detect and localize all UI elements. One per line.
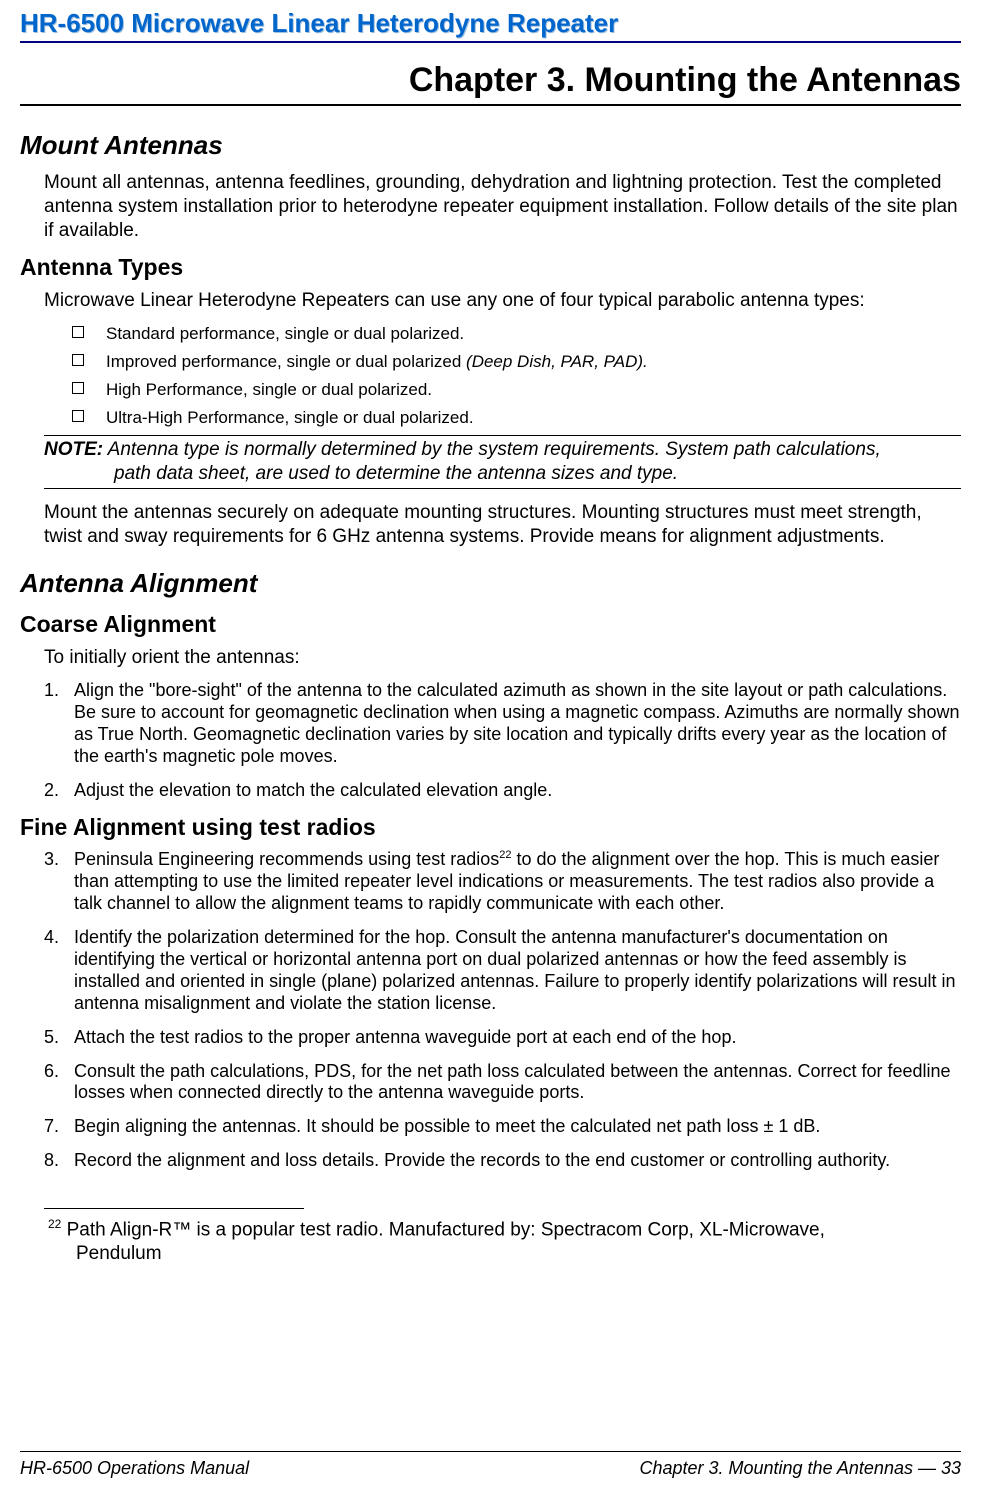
page-footer: HR-6500 Operations Manual Chapter 3. Mou…: [20, 1451, 961, 1479]
mount-para: Mount all antennas, antenna feedlines, g…: [44, 171, 961, 242]
num-text: Begin aligning the antennas. It should b…: [74, 1116, 820, 1138]
types-para: Microwave Linear Heterodyne Repeaters ca…: [44, 289, 961, 313]
numbered-item: 7. Begin aligning the antennas. It shoul…: [44, 1116, 961, 1138]
checkbox-icon: [72, 382, 84, 394]
num-label: 4.: [44, 927, 74, 1015]
num-label: 3.: [44, 849, 74, 915]
num-text: Record the alignment and loss details. P…: [74, 1150, 890, 1172]
note-line2: path data sheet, are used to determine t…: [44, 462, 961, 486]
text-a: Peninsula Engineering recommends using t…: [74, 849, 499, 869]
note-box: NOTE: Antenna type is normally determine…: [44, 435, 961, 489]
num-label: 7.: [44, 1116, 74, 1138]
types-para2: Mount the antennas securely on adequate …: [44, 501, 961, 549]
num-label: 5.: [44, 1027, 74, 1049]
footnote-separator: [44, 1208, 304, 1209]
num-text: Attach the test radios to the proper ant…: [74, 1027, 736, 1049]
section-mount-antennas: Mount Antennas: [20, 130, 961, 161]
bullet-text: Ultra-High Performance, single or dual p…: [106, 407, 474, 429]
num-text: Adjust the elevation to match the calcul…: [74, 780, 552, 802]
footnote: 22 Path Align-R™ is a popular test radio…: [48, 1217, 961, 1266]
numbered-item: 8. Record the alignment and loss details…: [44, 1150, 961, 1172]
numbered-item: 1. Align the "bore-sight" of the antenna…: [44, 680, 961, 768]
num-text: Identify the polarization determined for…: [74, 927, 961, 1015]
num-label: 2.: [44, 780, 74, 802]
num-label: 1.: [44, 680, 74, 768]
bullet-item: High Performance, single or dual polariz…: [72, 379, 961, 401]
bullet-text: Improved performance, single or dual pol…: [106, 351, 648, 373]
note-line1: Antenna type is normally determined by t…: [103, 439, 881, 460]
checkbox-icon: [72, 410, 84, 422]
num-label: 8.: [44, 1150, 74, 1172]
coarse-intro: To initially orient the antennas:: [44, 646, 961, 670]
bullet-item: Improved performance, single or dual pol…: [72, 351, 961, 373]
section-coarse-alignment: Coarse Alignment: [20, 611, 961, 638]
numbered-item: 4. Identify the polarization determined …: [44, 927, 961, 1015]
section-antenna-alignment: Antenna Alignment: [20, 568, 961, 599]
bullet-text: High Performance, single or dual polariz…: [106, 379, 432, 401]
numbered-item: 6. Consult the path calculations, PDS, f…: [44, 1061, 961, 1105]
footnote-line2: Pendulum: [48, 1242, 961, 1266]
bullet-text-plain: Improved performance, single or dual pol…: [106, 352, 466, 371]
numbered-item: 3. Peninsula Engineering recommends usin…: [44, 849, 961, 915]
bullet-item: Standard performance, single or dual pol…: [72, 323, 961, 345]
numbered-item: 2. Adjust the elevation to match the cal…: [44, 780, 961, 802]
num-label: 6.: [44, 1061, 74, 1105]
footer-left: HR-6500 Operations Manual: [20, 1458, 249, 1479]
section-antenna-types: Antenna Types: [20, 254, 961, 281]
bullet-text: Standard performance, single or dual pol…: [106, 323, 464, 345]
num-text: Consult the path calculations, PDS, for …: [74, 1061, 961, 1105]
chapter-title: Chapter 3. Mounting the Antennas: [20, 61, 961, 106]
page-header: HR-6500 Microwave Linear Heterodyne Repe…: [20, 0, 961, 43]
note-label: NOTE:: [44, 439, 103, 460]
numbered-item: 5. Attach the test radios to the proper …: [44, 1027, 961, 1049]
header-title: HR-6500 Microwave Linear Heterodyne Repe…: [20, 8, 961, 39]
num-text: Align the "bore-sight" of the antenna to…: [74, 680, 961, 768]
footnote-ref: 22: [499, 849, 511, 861]
footnote-number: 22: [48, 1217, 61, 1231]
num-text: Peninsula Engineering recommends using t…: [74, 849, 961, 915]
checkbox-icon: [72, 326, 84, 338]
footnote-line1: Path Align-R™ is a popular test radio. M…: [61, 1220, 825, 1241]
footer-right: Chapter 3. Mounting the Antennas — 33: [639, 1458, 961, 1479]
bullet-text-italic: (Deep Dish, PAR, PAD).: [466, 352, 648, 371]
bullet-item: Ultra-High Performance, single or dual p…: [72, 407, 961, 429]
section-fine-alignment: Fine Alignment using test radios: [20, 814, 961, 841]
checkbox-icon: [72, 354, 84, 366]
